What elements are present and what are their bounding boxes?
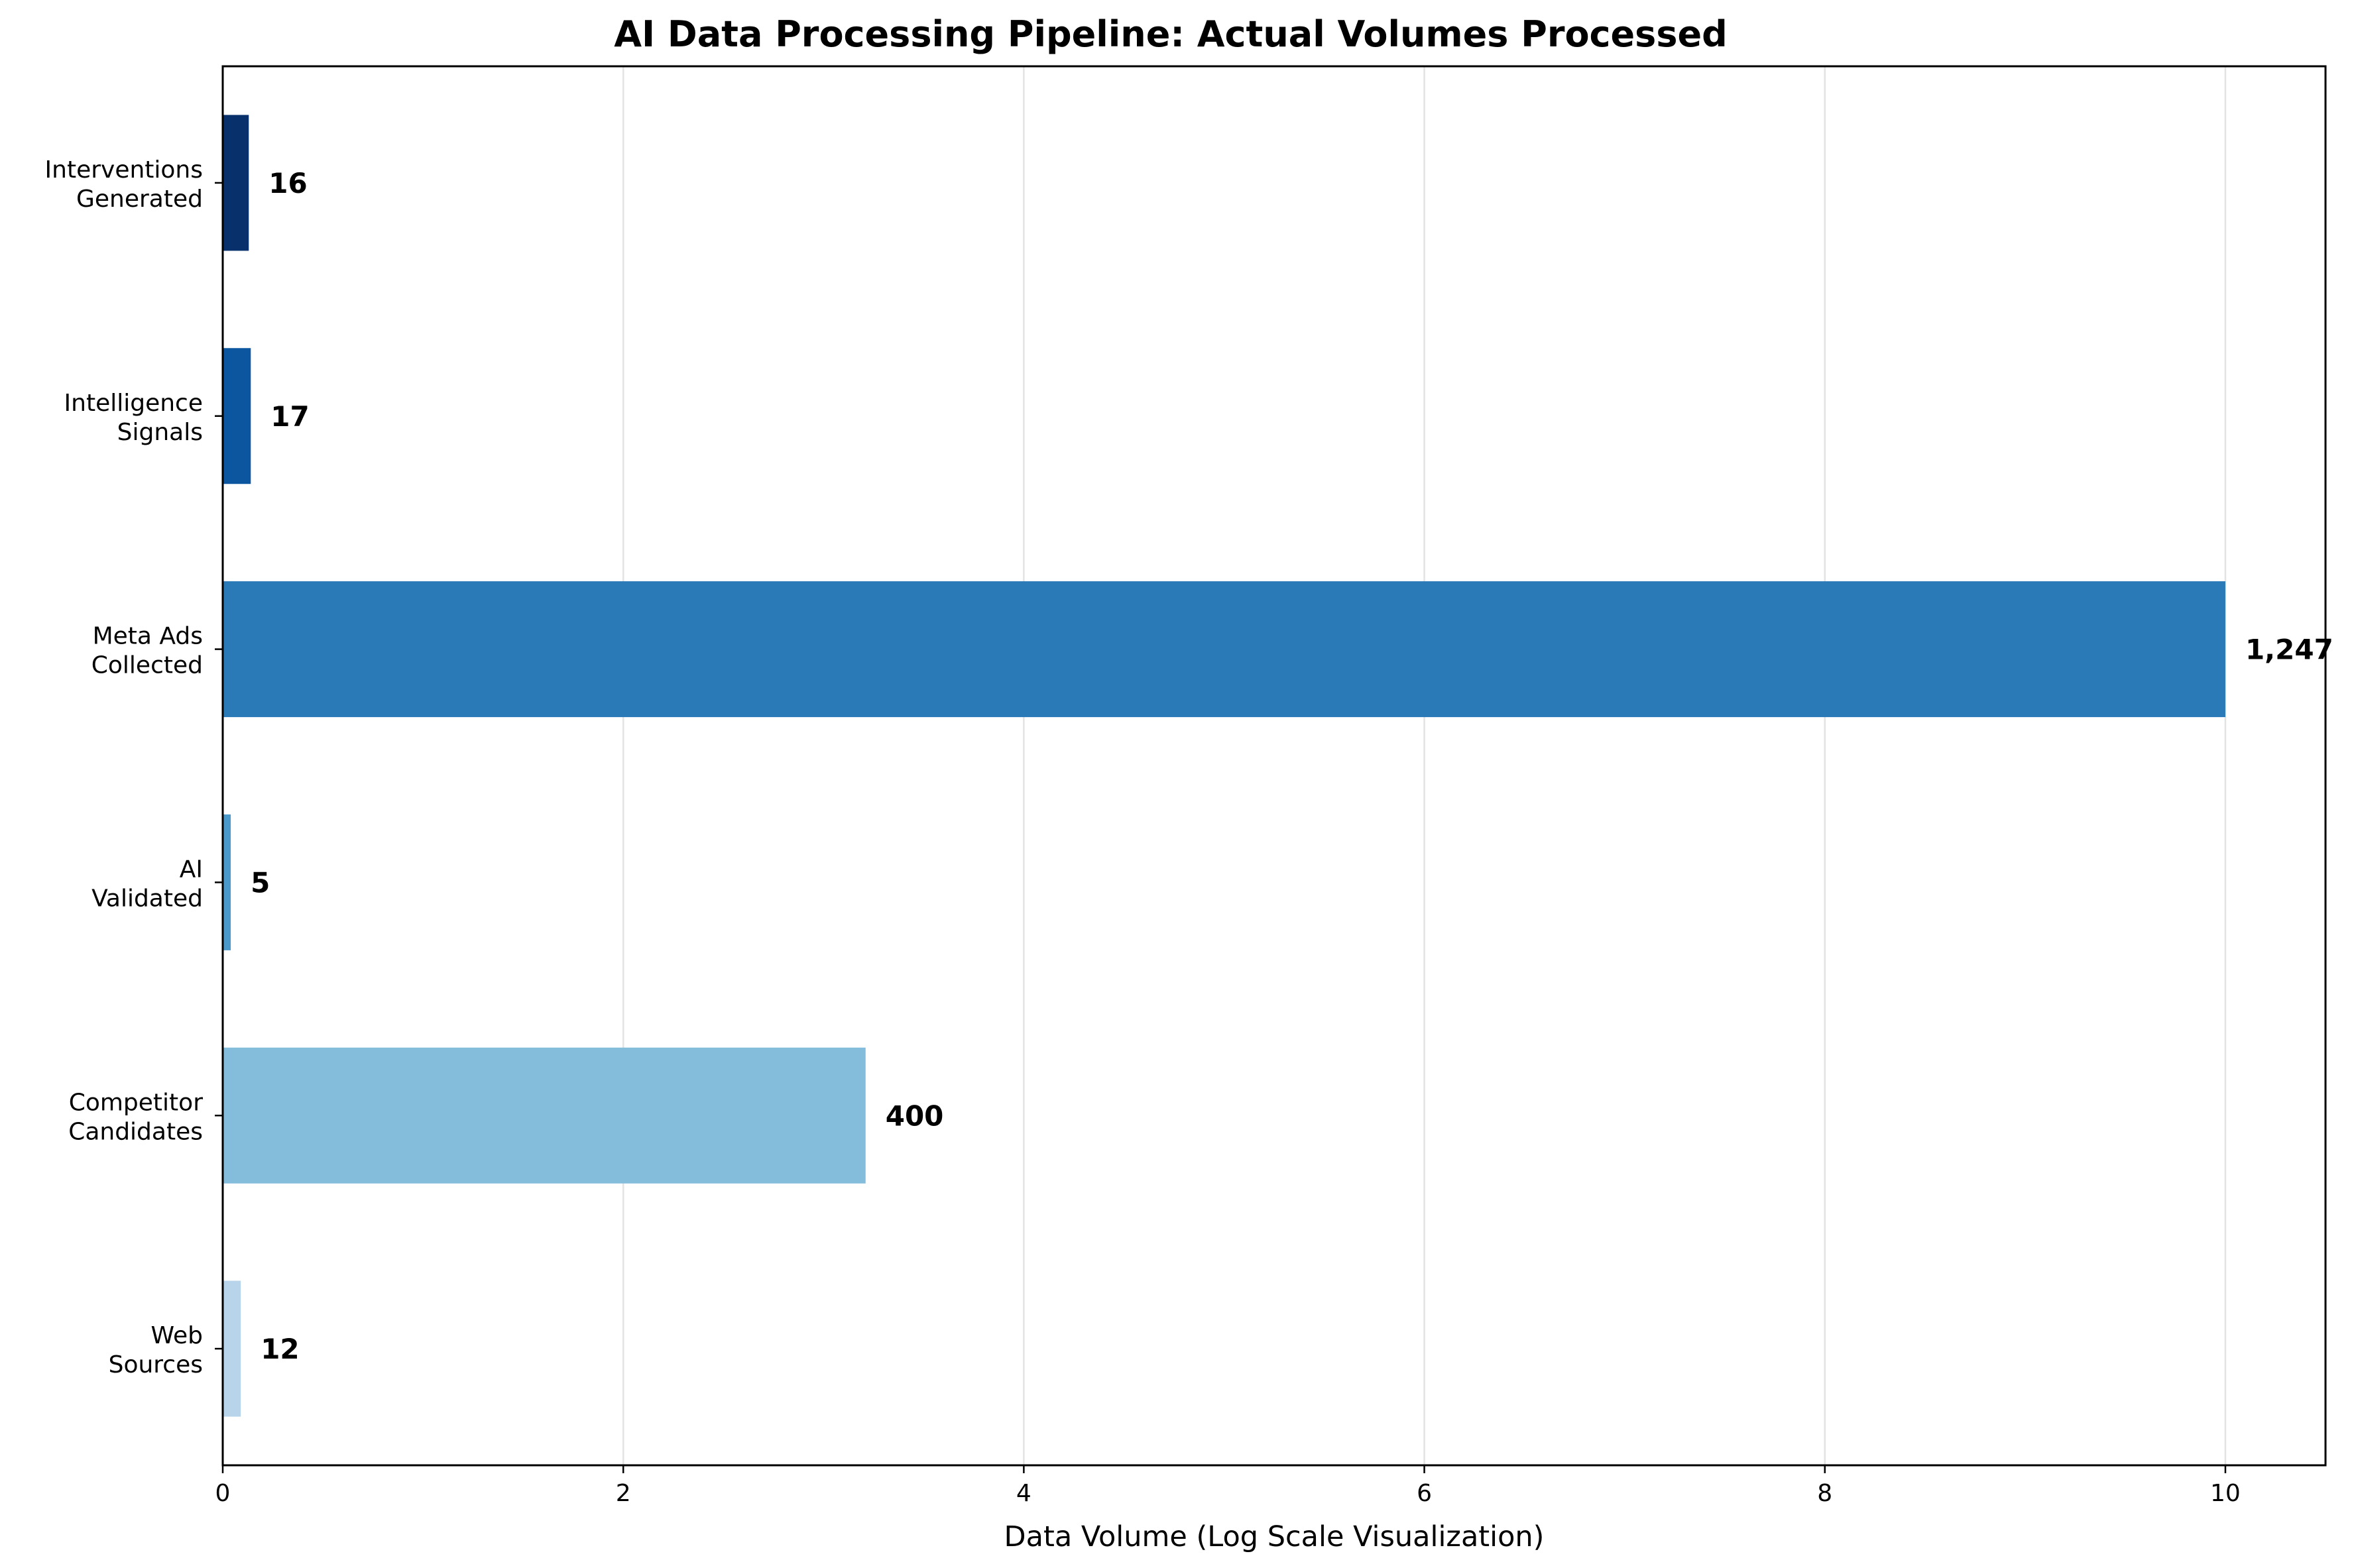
bar: [223, 1280, 241, 1417]
y-tick-label: Signals: [117, 419, 203, 446]
y-tick-label: Interventions: [45, 156, 203, 184]
x-tick-label: 8: [1817, 1480, 1832, 1507]
y-tick-label: Validated: [91, 885, 203, 912]
y-tick-label: Sources: [109, 1351, 203, 1378]
bar: [223, 581, 2225, 718]
bar: [223, 814, 231, 950]
y-tick-label: AI: [180, 856, 203, 883]
value-label: 12: [261, 1333, 299, 1365]
chart-title: AI Data Processing Pipeline: Actual Volu…: [614, 13, 1728, 55]
y-tick-label: Competitor: [69, 1089, 203, 1116]
y-tick-label: Collected: [91, 652, 203, 679]
x-tick-label: 6: [1417, 1480, 1432, 1507]
x-tick-label: 2: [616, 1480, 631, 1507]
x-tick-label: 4: [1016, 1480, 1031, 1507]
value-label: 400: [886, 1099, 944, 1132]
bar: [223, 348, 251, 484]
x-axis-ticks: 0 2 4 6 8 10: [215, 1465, 2241, 1507]
x-tick-label: 0: [215, 1480, 231, 1507]
value-label: 1,247: [2245, 634, 2333, 666]
y-tick-label: Generated: [76, 186, 203, 213]
value-labels: 12 400 5 1,247 17 16: [251, 167, 2333, 1365]
y-tick-label: Intelligence: [64, 390, 203, 417]
plot-frame: [221, 65, 2327, 1467]
bar: [223, 115, 249, 251]
x-axis-label: Data Volume (Log Scale Visualization): [1004, 1520, 1545, 1553]
y-tick-label: Meta Ads: [93, 623, 203, 650]
bars: [223, 115, 2225, 1417]
value-label: 17: [270, 400, 309, 433]
y-tick-label: Candidates: [68, 1118, 203, 1145]
bar: [223, 1047, 866, 1184]
value-label: 5: [251, 866, 270, 899]
y-tick-label: Web: [151, 1322, 204, 1349]
x-tick-label: 10: [2210, 1480, 2241, 1507]
value-label: 16: [268, 167, 307, 199]
